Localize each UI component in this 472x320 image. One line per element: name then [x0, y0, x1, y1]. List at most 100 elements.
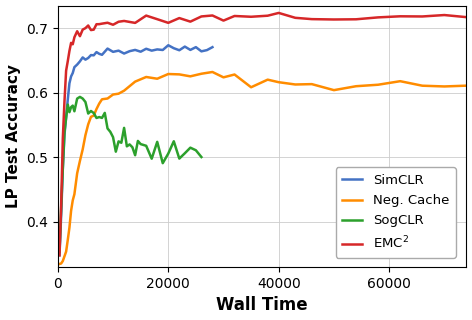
- EMC$^2$: [166, 21, 171, 25]
- SimCLR: [138, 50, 143, 54]
- EMC$^2$: [121, 19, 127, 23]
- SimCLR: [204, 48, 210, 52]
- EMC$^2$: [143, 14, 149, 18]
- SimCLR: [199, 49, 204, 53]
- EMC$^2$: [132, 21, 138, 25]
- SimCLR: [93, 50, 99, 54]
- SimCLR: [59, 214, 64, 218]
- EMC$^2$: [77, 34, 83, 38]
- EMC$^2$: [68, 41, 74, 45]
- Neg. Cache: [210, 70, 215, 74]
- SogCLR: [102, 111, 108, 115]
- EMC$^2$: [60, 137, 66, 140]
- SimCLR: [80, 55, 85, 59]
- EMC$^2$: [65, 59, 71, 63]
- Neg. Cache: [70, 198, 76, 202]
- Neg. Cache: [85, 123, 91, 126]
- SimCLR: [143, 47, 149, 51]
- EMC$^2$: [93, 22, 99, 26]
- Neg. Cache: [116, 92, 121, 96]
- SimCLR: [149, 49, 154, 52]
- EMC$^2$: [353, 17, 359, 21]
- SogCLR: [193, 148, 199, 152]
- EMC$^2$: [397, 14, 403, 18]
- SogCLR: [182, 151, 188, 155]
- SogCLR: [65, 103, 71, 107]
- SogCLR: [124, 144, 130, 148]
- EMC$^2$: [375, 15, 381, 19]
- EMC$^2$: [110, 23, 116, 27]
- SimCLR: [67, 81, 72, 85]
- SogCLR: [67, 110, 72, 114]
- SimCLR: [60, 167, 66, 171]
- SimCLR: [187, 48, 193, 52]
- Neg. Cache: [132, 80, 138, 84]
- EMC$^2$: [265, 14, 270, 18]
- SogCLR: [138, 142, 143, 146]
- SogCLR: [88, 109, 94, 113]
- SogCLR: [187, 146, 193, 149]
- SogCLR: [91, 111, 97, 115]
- SogCLR: [116, 140, 121, 143]
- SimCLR: [154, 47, 160, 51]
- Line: SimCLR: SimCLR: [59, 45, 212, 255]
- SimCLR: [83, 58, 88, 61]
- Neg. Cache: [99, 97, 105, 101]
- SogCLR: [59, 206, 64, 210]
- SogCLR: [74, 97, 80, 100]
- Neg. Cache: [166, 72, 171, 76]
- Neg. Cache: [62, 254, 67, 258]
- SogCLR: [57, 250, 62, 253]
- SogCLR: [129, 145, 135, 149]
- Neg. Cache: [110, 92, 116, 96]
- SimCLR: [65, 98, 71, 101]
- SogCLR: [199, 155, 204, 159]
- EMC$^2$: [309, 17, 315, 21]
- EMC$^2$: [57, 253, 62, 257]
- Line: SogCLR: SogCLR: [59, 97, 202, 252]
- EMC$^2$: [88, 28, 94, 32]
- SogCLR: [83, 100, 88, 104]
- Neg. Cache: [63, 250, 69, 253]
- SogCLR: [60, 167, 66, 171]
- SogCLR: [105, 126, 110, 130]
- SimCLR: [127, 49, 133, 53]
- Neg. Cache: [72, 192, 77, 196]
- SimCLR: [110, 50, 116, 54]
- SimCLR: [72, 65, 77, 69]
- SogCLR: [121, 126, 127, 130]
- SogCLR: [135, 139, 141, 143]
- SogCLR: [77, 95, 83, 99]
- Neg. Cache: [65, 238, 71, 242]
- Neg. Cache: [143, 75, 149, 79]
- Neg. Cache: [59, 261, 64, 265]
- SogCLR: [113, 150, 118, 154]
- SogCLR: [118, 141, 124, 145]
- SimCLR: [193, 45, 199, 49]
- Neg. Cache: [420, 84, 425, 88]
- SimCLR: [99, 53, 105, 57]
- Neg. Cache: [83, 133, 88, 137]
- EMC$^2$: [59, 204, 64, 207]
- Neg. Cache: [105, 97, 110, 100]
- SogCLR: [93, 116, 99, 120]
- EMC$^2$: [220, 19, 226, 22]
- SimCLR: [210, 45, 215, 49]
- SimCLR: [132, 48, 138, 52]
- Neg. Cache: [232, 73, 237, 76]
- SogCLR: [63, 116, 69, 120]
- SimCLR: [105, 47, 110, 51]
- Neg. Cache: [154, 77, 160, 81]
- Neg. Cache: [265, 78, 270, 82]
- Neg. Cache: [57, 262, 62, 266]
- EMC$^2$: [67, 49, 72, 53]
- SogCLR: [85, 112, 91, 116]
- Neg. Cache: [68, 209, 74, 213]
- Neg. Cache: [441, 84, 447, 88]
- SogCLR: [127, 142, 133, 146]
- SimCLR: [166, 43, 171, 47]
- Neg. Cache: [375, 83, 381, 87]
- SogCLR: [99, 116, 105, 120]
- Line: Neg. Cache: Neg. Cache: [59, 72, 466, 264]
- Neg. Cache: [67, 226, 72, 229]
